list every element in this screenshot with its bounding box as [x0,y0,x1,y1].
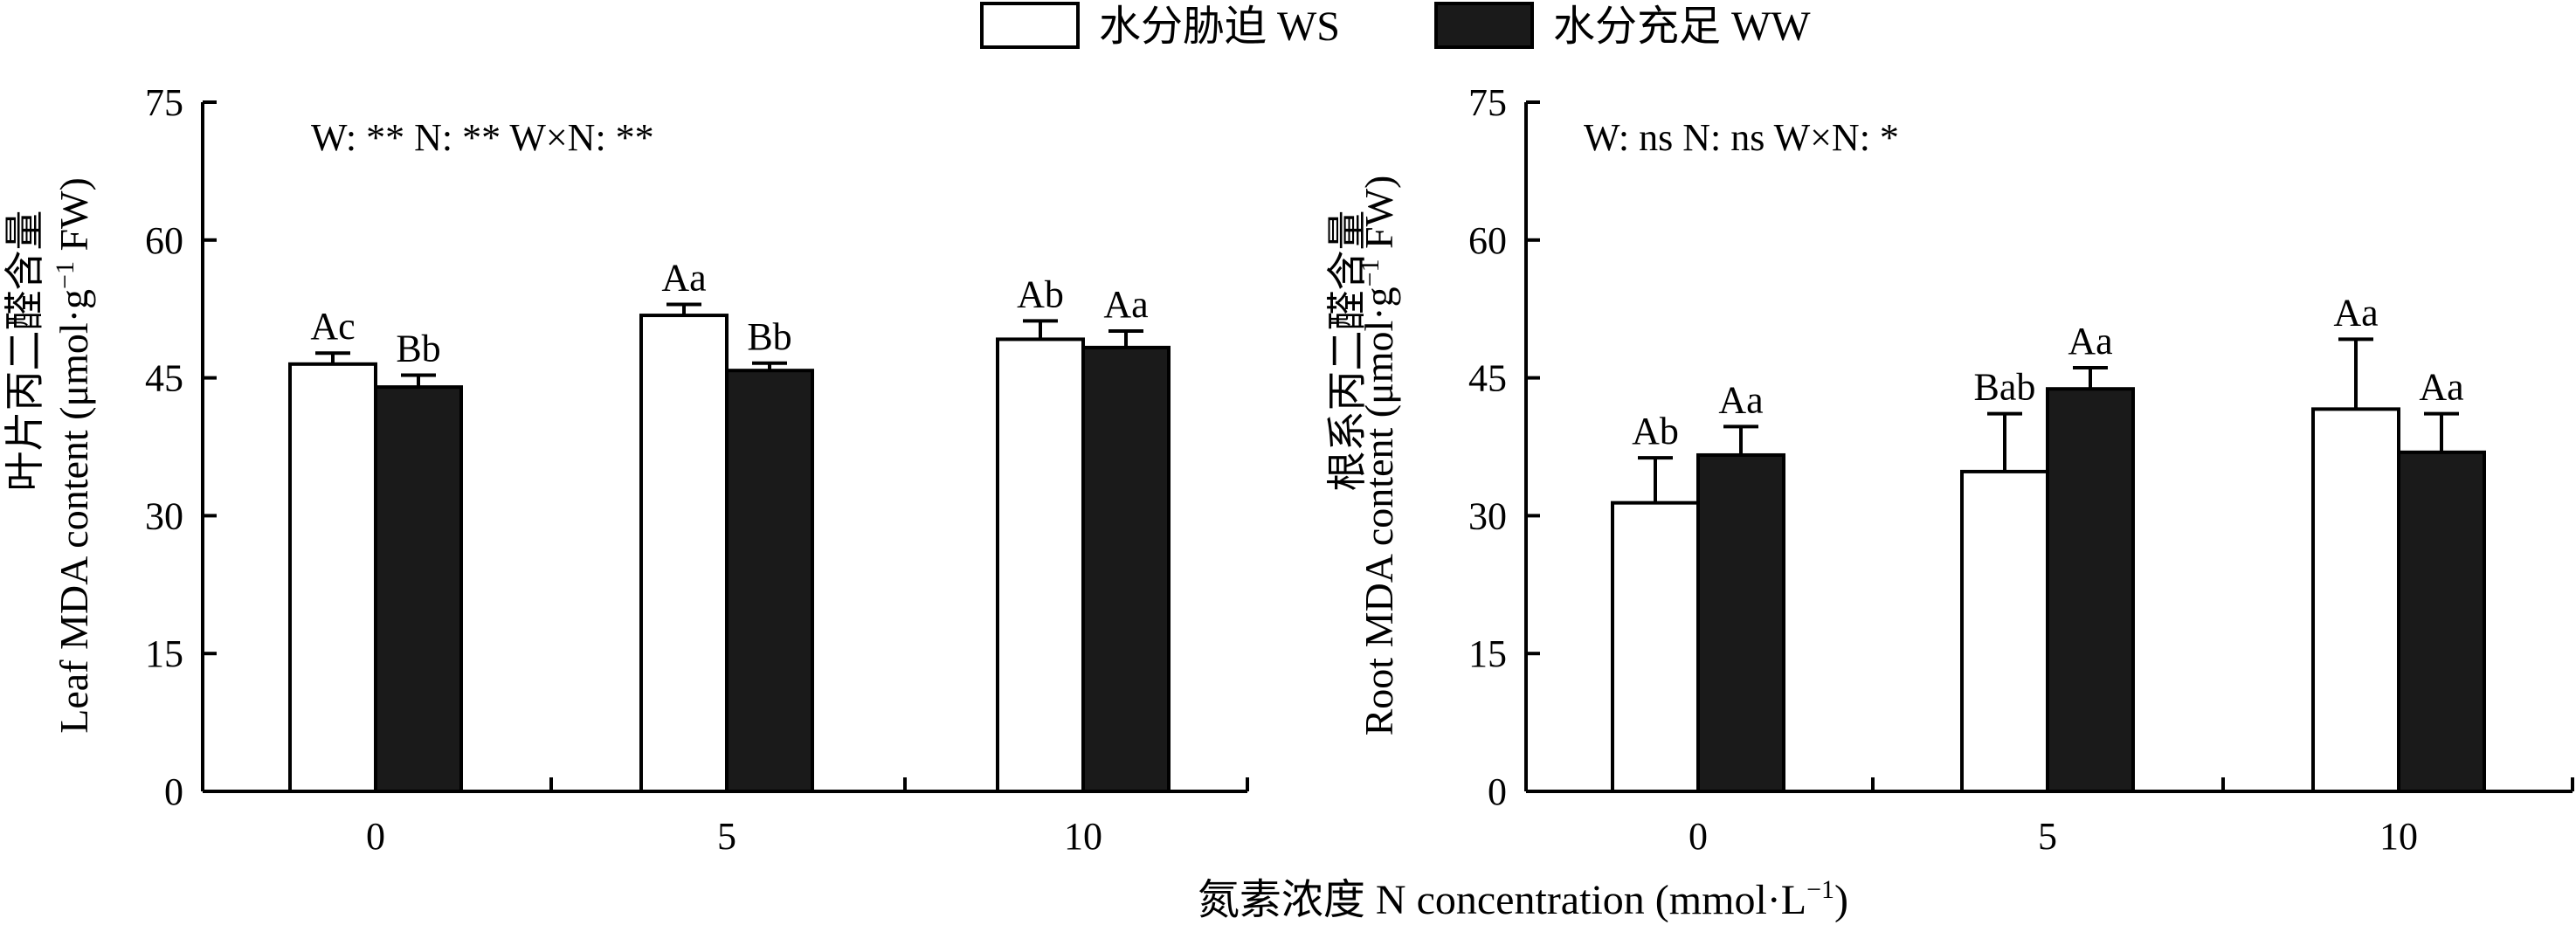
significance-label: Bb [396,327,440,369]
significance-label: Ab [1632,410,1679,452]
legend-swatch-ws [980,2,1080,49]
stats-annotation: W: ** N: ** W×N: ** [311,116,654,159]
bar-ws [1960,469,2049,793]
y-tick-label: 15 [1468,632,1507,675]
significance-label: Aa [1103,283,1148,326]
y-axis-label-en-end: FW) [1357,176,1401,259]
bar-ww [1696,452,1785,794]
legend-label-ww: 水分充足 WW [1553,3,1811,50]
bar-group: Aa [1696,378,1785,794]
bar-ws [996,337,1085,793]
stats-annotation: W: ns N: ns W×N: * [1584,116,1899,159]
y-axis-label-cn: 叶片丙二醛含量 [3,211,47,492]
y-axis-label-en-end: FW) [52,177,96,261]
legend-label-ws: 水分胁迫 WS [1099,3,1340,50]
y-tick-label: 60 [1468,219,1507,262]
y-tick-label: 30 [145,494,183,537]
leaf-mda-panel: 0 15 30 45 60 75 0 5 10 Ac Aa Ab Bb Bb Aa W: ** N: ** W… [3,81,1249,858]
bar-ww [374,385,463,793]
y-axis-label-en-main: Leaf MDA content (μmol·g [52,289,96,734]
bar-group: Aa [1081,283,1171,793]
significance-label: Aa [661,256,706,299]
bar-ww [2046,387,2135,793]
x-axis-label-end: ) [1834,877,1848,923]
y-tick-label: 45 [145,357,183,400]
y-tick-label: 30 [1468,494,1507,537]
bar-group: Ac [288,305,377,793]
x-tick-label: 5 [717,815,736,858]
x-tick-label: 5 [2038,815,2057,858]
y-tick-label: 60 [145,219,183,262]
significance-label: Aa [2333,291,2378,334]
significance-label: Bb [747,315,791,358]
bar-ws [288,362,377,793]
y-tick-label: 0 [1488,770,1507,813]
bar-group: Aa [2311,291,2400,793]
y-tick-label: 15 [145,632,183,675]
significance-label: Aa [2068,320,2112,362]
y-axis-label-en: Leaf MDA content (μmol·g−1 FW) [51,177,96,734]
bar-group: Bb [374,327,463,793]
bar-group: Aa [639,256,729,793]
y-axis-label-en-main: Root MDA content (μmol·g [1357,286,1401,735]
bar-ww [2397,450,2486,793]
bar-ws [639,314,729,793]
root-mda-panel: 0 15 30 45 60 75 0 5 10 Ab Bab Aa Aa Aa Aa W: ns N: ns … [1325,81,2574,858]
bar-group: Ab [1611,410,1700,793]
significance-label: Bab [1974,366,2036,409]
y-axis-label-en-sup: −1 [51,261,79,289]
bar-ws [2311,407,2400,793]
y-axis-label: 叶片丙二醛含量 Leaf MDA content (μmol·g−1 FW) [3,177,96,734]
y-tick-label: 75 [145,81,183,124]
x-tick-label: 10 [1064,815,1102,858]
bar-ww [1081,345,1171,793]
significance-label: Aa [1718,378,1763,421]
y-tick-label: 0 [164,770,183,813]
significance-label: Aa [2419,366,2463,409]
y-axis-label-en-sup: −1 [1356,259,1385,286]
x-axis-label: 氮素浓度 N concentration (mmol·L−1) [1198,875,1848,923]
legend-swatch-ww [1434,2,1534,49]
significance-label: Ab [1017,273,1064,315]
y-tick-label: 75 [1468,81,1507,124]
significance-label: Ac [310,305,355,348]
legend: 水分胁迫 WS 水分充足 WW [980,2,1811,50]
bar-ww [725,369,814,793]
bar-group: Bb [725,315,814,793]
bar-group: Aa [2397,366,2486,793]
bar-ws [1611,500,1700,793]
y-axis-label-en: Root MDA content (μmol·g−1 FW) [1356,176,1401,736]
y-axis-label-cn: 根系丙二醛含量 [1325,211,1370,492]
x-axis-label-main: 氮素浓度 N concentration (mmol·L [1198,877,1806,923]
x-axis-label-sup: −1 [1806,875,1834,904]
x-tick-label: 0 [1689,815,1708,858]
bar-group: Ab [996,273,1085,793]
bar-group: Aa [2046,320,2135,793]
y-tick-label: 45 [1468,357,1507,400]
x-tick-label: 10 [2379,815,2418,858]
x-tick-label: 0 [366,815,385,858]
bar-group: Bab [1960,366,2049,793]
